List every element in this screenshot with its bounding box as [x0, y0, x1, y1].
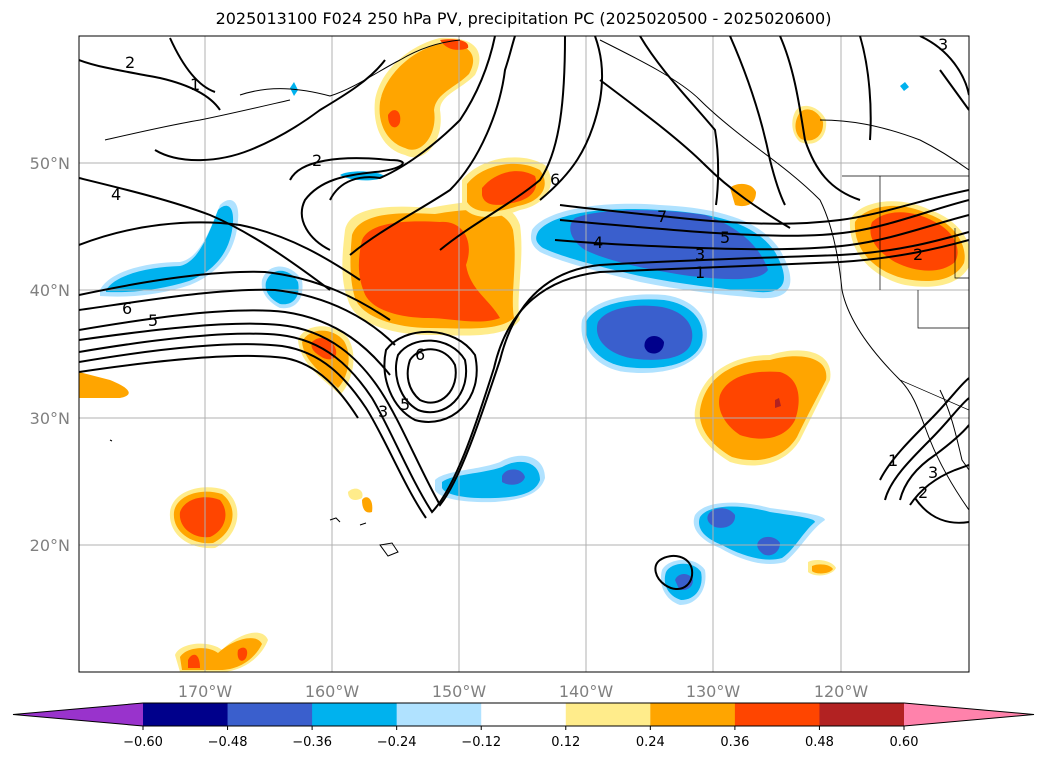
- contour-label: 5: [720, 228, 730, 247]
- colorbar-tick-label: −0.60: [123, 735, 163, 750]
- lat-tick-label: 30°N: [30, 409, 70, 428]
- colorbar-tick-label: −0.48: [208, 735, 248, 750]
- pv-contour-labels: 2 1 2 4 6 5 3 5 6 6 7 4 3 5 1 2 1 2 3 3: [111, 35, 948, 502]
- contour-label: 1: [695, 263, 705, 282]
- colorbar-segment: [143, 703, 229, 726]
- colorbar-segment: [734, 703, 820, 726]
- lon-tick-label: 160°W: [305, 682, 360, 701]
- lon-tick-label: 120°W: [814, 682, 869, 701]
- lat-tick-label: 40°N: [30, 281, 70, 300]
- colorbar-segment: [565, 703, 651, 726]
- contour-label: 4: [593, 233, 603, 252]
- colorbar-tick-label: 0.12: [551, 735, 580, 750]
- contour-label: 3: [938, 35, 948, 54]
- contour-label: 4: [111, 185, 121, 204]
- contour-label: 6: [415, 345, 425, 364]
- contour-label: 6: [122, 299, 132, 318]
- colorbar-segment: [650, 703, 736, 726]
- colorbar-tick-label: 0.48: [805, 735, 834, 750]
- contour-label: 3: [378, 402, 388, 421]
- colorbar-tick-label: −0.24: [377, 735, 417, 750]
- lon-tick-label: 170°W: [178, 682, 233, 701]
- colorbar-extend-low: [13, 703, 143, 726]
- contour-label: 3: [695, 245, 705, 264]
- lat-tick-labels: 20°N 30°N 40°N 50°N: [30, 154, 70, 555]
- lat-tick-label: 20°N: [30, 536, 70, 555]
- colorbar-tick-label: −0.12: [461, 735, 501, 750]
- colorbar-segment: [396, 703, 482, 726]
- colorbar-segment: [227, 703, 313, 726]
- colorbar-segment: [312, 703, 398, 726]
- contour-label: 3: [928, 463, 938, 482]
- lon-tick-labels: 170°W 160°W 150°W 140°W 130°W 120°W: [178, 682, 869, 701]
- map-panel: [79, 36, 969, 672]
- colorbar-segment: [819, 703, 905, 726]
- lon-tick-label: 150°W: [432, 682, 487, 701]
- contour-label: 2: [913, 245, 923, 264]
- contour-label: 5: [400, 395, 410, 414]
- contour-label: 2: [312, 151, 322, 170]
- colorbar-tick-label: −0.36: [292, 735, 332, 750]
- contour-label: 1: [888, 451, 898, 470]
- colorbar-tick-label: 0.36: [720, 735, 749, 750]
- colorbar-extend-high: [904, 703, 1034, 726]
- colorbar-tick-label: 0.60: [890, 735, 919, 750]
- colorbar-tick-label: 0.24: [636, 735, 665, 750]
- map-frame: [78, 35, 970, 673]
- lat-tick-label: 50°N: [30, 154, 70, 173]
- shaded-anomalies: [79, 37, 969, 672]
- contour-label: 2: [125, 53, 135, 72]
- contour-label: 6: [550, 170, 560, 189]
- pv-contours: [79, 36, 969, 590]
- map-title: 2025013100 F024 250 hPa PV, precipitatio…: [215, 9, 832, 28]
- lon-tick-label: 140°W: [559, 682, 614, 701]
- contour-label: 2: [918, 483, 928, 502]
- colorbar: −0.60 −0.48 −0.36 −0.24 −0.12 0.12 0.24 0.36 0.4…: [12, 702, 1035, 750]
- contour-label: 1: [190, 75, 200, 94]
- lon-tick-label: 130°W: [686, 682, 741, 701]
- contour-label: 7: [657, 207, 667, 226]
- contour-label: 5: [148, 311, 158, 330]
- colorbar-segment: [481, 703, 567, 726]
